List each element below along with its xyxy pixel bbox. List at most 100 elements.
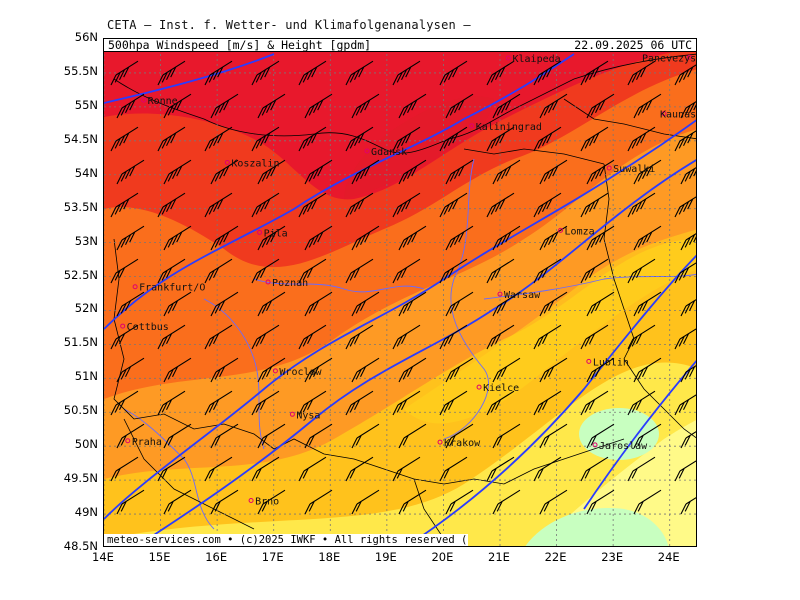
wind-barb-shape xyxy=(392,390,421,416)
wind-barb xyxy=(163,93,192,119)
wind-barb xyxy=(110,324,139,350)
wind-barb-shape xyxy=(392,456,421,482)
wind-barb xyxy=(298,456,327,482)
border-south xyxy=(113,238,625,485)
map-canvas: SiauliaiPanevezysKlaipedaRonneKaunasKali… xyxy=(103,38,697,547)
wind-barb-shape xyxy=(298,456,327,482)
wind-barb xyxy=(204,324,233,350)
city-marker: Jaroslaw xyxy=(592,441,648,452)
wind-barb-shape xyxy=(392,258,421,284)
wind-barb xyxy=(439,324,468,350)
city-marker: Gdansk xyxy=(364,147,407,158)
wind-barb xyxy=(633,225,662,251)
city-name: Klaipeda xyxy=(512,54,560,65)
wind-barb xyxy=(157,126,186,152)
wind-barb-shape xyxy=(539,93,568,119)
city-labels: SiauliaiPanevezysKlaipedaRonneKaunasKali… xyxy=(120,40,696,507)
wind-barb xyxy=(439,456,468,482)
city-marker: Brno xyxy=(248,496,279,507)
wind-barb xyxy=(627,126,656,152)
wind-barb-shape xyxy=(392,324,421,350)
map-header: 500hpa Windspeed [m/s] & Height [gpdm] 2… xyxy=(103,38,697,52)
wind-barb xyxy=(116,159,145,185)
wind-barb xyxy=(257,489,286,515)
wind-barb xyxy=(257,225,286,251)
wind-barb-shape xyxy=(210,93,239,119)
wind-barb xyxy=(580,390,609,416)
wind-barb-shape xyxy=(539,159,568,185)
city-name: Cottbus xyxy=(127,322,169,333)
wind-barb-shape xyxy=(116,93,145,119)
wind-barb xyxy=(251,390,280,416)
city-name: Ronne xyxy=(148,96,178,107)
wind-barb xyxy=(163,489,192,515)
wind-barb xyxy=(674,328,696,350)
wind-barb-shape xyxy=(345,324,374,350)
wind-barb xyxy=(486,60,515,86)
latitude-tick-label: 53N xyxy=(74,233,98,248)
wind-barb xyxy=(204,456,233,482)
wind-barb xyxy=(210,159,239,185)
wind-barb xyxy=(680,233,696,251)
wind-barb xyxy=(345,390,374,416)
wind-barb xyxy=(586,423,615,449)
wind-barb-shape xyxy=(580,324,609,350)
contour-3 xyxy=(104,119,696,520)
wind-barb-shape xyxy=(163,291,192,317)
wind-barb-shape xyxy=(492,159,521,185)
wind-barb xyxy=(492,291,521,317)
band-mid-southeast xyxy=(404,229,696,424)
wind-barb-shape xyxy=(439,258,468,284)
wind-barb xyxy=(351,489,380,515)
parameter-label: 500hpa Windspeed [m/s] & Height [gpdm] xyxy=(108,38,372,52)
wind-barb-shape xyxy=(439,192,468,218)
wind-barb xyxy=(304,423,333,449)
city-name: Panevezys xyxy=(642,53,696,64)
wind-barb-shape xyxy=(539,357,568,383)
wind-barb-shape xyxy=(157,192,186,218)
city-marker: Kaunas xyxy=(660,110,696,121)
wind-barb-shape xyxy=(627,192,656,218)
wind-barb-shape xyxy=(116,489,145,515)
latitude-tick-label: 52.5N xyxy=(63,267,98,282)
wind-barb-shape xyxy=(492,225,521,251)
wind-barb xyxy=(627,60,656,86)
wind-barb xyxy=(586,93,615,119)
wind-barb-shape xyxy=(163,93,192,119)
wind-barb-shape xyxy=(398,357,427,383)
wind-barb-shape xyxy=(533,258,562,284)
wind-barb-shape xyxy=(298,60,327,86)
band-jet-core xyxy=(344,96,494,199)
city-marker: Panevezys xyxy=(642,53,696,64)
height-contours xyxy=(104,53,696,546)
wind-barb-shape xyxy=(633,357,662,383)
wind-barb xyxy=(345,192,374,218)
wind-barb-shape xyxy=(351,357,380,383)
wind-barb xyxy=(251,192,280,218)
border-kaliningrad xyxy=(463,148,605,165)
wind-barb xyxy=(204,258,233,284)
wind-barb-shape xyxy=(210,357,239,383)
wind-barb-shape xyxy=(533,192,562,218)
wind-barb xyxy=(580,456,609,482)
wind-barb-shape xyxy=(157,456,186,482)
wind-barb-shape xyxy=(533,126,562,152)
wind-barb-shape xyxy=(445,93,474,119)
city-marker: Ronne xyxy=(141,96,178,107)
wind-barb xyxy=(257,159,286,185)
wind-barb-shape xyxy=(633,225,662,251)
wind-barb-shape xyxy=(298,324,327,350)
wind-barb-shape xyxy=(110,192,139,218)
wind-barb-shape xyxy=(251,126,280,152)
wind-barb-shape xyxy=(304,159,333,185)
longitude-tick-label: 19E xyxy=(374,550,397,564)
wind-barb xyxy=(680,431,696,449)
city-dot xyxy=(265,279,271,285)
wind-barb xyxy=(398,291,427,317)
city-dot xyxy=(132,284,138,290)
wind-barb xyxy=(392,324,421,350)
wind-barb xyxy=(110,390,139,416)
wind-barb xyxy=(163,291,192,317)
wind-barb xyxy=(586,489,615,515)
wind-barb-shape xyxy=(580,192,609,218)
